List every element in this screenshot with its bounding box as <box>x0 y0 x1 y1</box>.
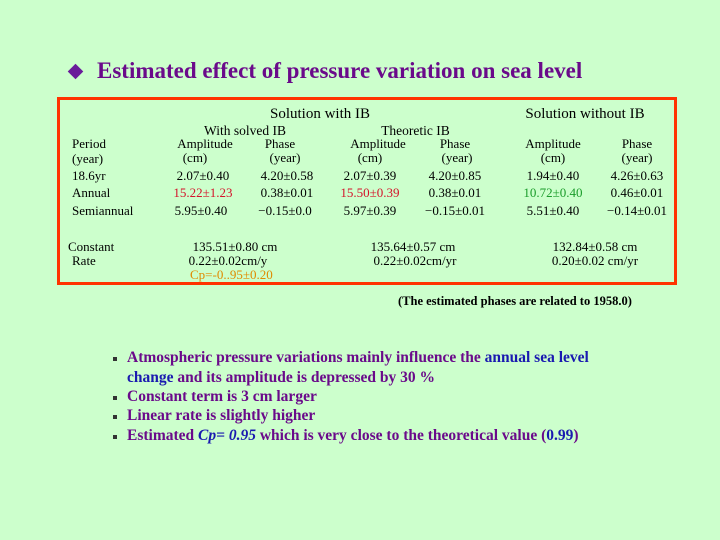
cell-solved-amp: 2.07±0.40 <box>176 168 230 183</box>
bullet-1-highlight-2: change <box>127 369 174 386</box>
cell-solved-phase: 0.38±0.01 <box>260 185 314 200</box>
row-period: 18.6yr <box>72 168 106 183</box>
bullet-1-line-1: Atmospheric pressure variations mainly i… <box>127 349 589 367</box>
bullet-4-value: 0.99 <box>546 427 574 444</box>
header-theo-amplitude-unit: (cm) <box>357 150 383 165</box>
cell-theo-amp: 2.07±0.39 <box>343 168 397 183</box>
theo-constant: 135.64±0.57 cm <box>370 239 456 254</box>
bullet-4-text: Estimated <box>127 427 199 444</box>
bullet-4-text-2: which is very close to the theoretical v… <box>255 427 547 444</box>
bullet-3: Linear rate is slightly higher <box>127 407 316 424</box>
cell-no-ib-phase: −0.14±0.01 <box>607 203 667 218</box>
cell-no-ib-amp: 5.51±0.40 <box>526 203 580 218</box>
header-no-ib-phase: Phase <box>621 136 653 151</box>
cell-solved-amp: 5.95±0.40 <box>174 203 228 218</box>
cell-theo-amp: 5.97±0.39 <box>343 203 397 218</box>
no-ib-constant: 132.84±0.58 cm <box>552 239 638 254</box>
cell-no-ib-phase: 0.46±0.01 <box>610 185 664 200</box>
bullet-4-text-3: ) <box>573 427 579 444</box>
cell-theo-phase: 0.38±0.01 <box>428 185 482 200</box>
cell-theo-amp: 15.50±0.39 <box>340 185 400 200</box>
bullet-dot-icon <box>113 396 117 400</box>
header-no-ib-phase-unit: (year) <box>621 150 653 165</box>
no-ib-rate: 0.20±0.02 cm/yr <box>551 253 639 268</box>
title-bullet-icon <box>67 63 84 80</box>
row-period: Annual <box>72 185 111 200</box>
slide-title: Estimated effect of pressure variation o… <box>97 58 583 83</box>
header-no-ib-amplitude: Amplitude <box>525 136 581 151</box>
solved-constant: 135.51±0.80 cm <box>192 239 278 254</box>
group-header-with-ib: Solution with IB <box>269 106 370 122</box>
bullet-1-text: Atmospheric pressure variations mainly i… <box>127 349 485 366</box>
bullet-dot-icon <box>113 415 117 419</box>
rate-label: Rate <box>72 253 96 268</box>
cell-no-ib-phase: 4.26±0.63 <box>610 168 664 183</box>
header-solved-phase: Phase <box>264 136 296 151</box>
bullet-1-line-2: change and its amplitude is depressed by… <box>127 369 435 387</box>
solved-cp: Cp=-0..95±0.20 <box>190 267 273 282</box>
header-solved-amplitude: Amplitude <box>177 136 233 151</box>
header-solved-amplitude-unit: (cm) <box>182 150 208 165</box>
cell-theo-phase: 4.20±0.85 <box>428 168 482 183</box>
cell-solved-phase: −0.15±0.0 <box>258 203 312 218</box>
cell-solved-amp: 15.22±1.23 <box>173 185 233 200</box>
header-solved-phase-unit: (year) <box>269 150 301 165</box>
bullet-1-text-2: and its amplitude is depressed by 30 % <box>173 369 436 386</box>
constant-label: Constant <box>68 239 115 254</box>
cell-no-ib-amp: 1.94±0.40 <box>526 168 580 183</box>
cell-no-ib-amp: 10.72±0.40 <box>523 185 583 200</box>
bullet-4-cp: Cp= 0.95 <box>198 427 256 444</box>
header-theo-phase-unit: (year) <box>441 150 473 165</box>
header-theo-amplitude: Amplitude <box>350 136 406 151</box>
solved-rate: 0.22±0.02cm/y <box>188 253 268 268</box>
header-period-unit: (year) <box>72 151 104 166</box>
cell-solved-phase: 4.20±0.58 <box>260 168 314 183</box>
group-header-without-ib: Solution without IB <box>525 106 645 122</box>
row-period: Semiannual <box>72 203 134 218</box>
bullet-4: Estimated Cp= 0.95 which is very close t… <box>127 427 579 445</box>
cell-theo-phase: −0.15±0.01 <box>425 203 485 218</box>
bullet-dot-icon <box>113 357 117 361</box>
header-no-ib-amplitude-unit: (cm) <box>540 150 566 165</box>
bullet-1-highlight: annual sea level <box>484 349 589 366</box>
header-theo-phase: Phase <box>439 136 471 151</box>
bullet-dot-icon <box>113 435 117 439</box>
phase-note: (The estimated phases are related to 195… <box>398 294 632 308</box>
subgroup-solved-ib: With solved IB <box>204 123 286 138</box>
header-period: Period <box>72 136 106 151</box>
theo-rate: 0.22±0.02cm/yr <box>373 253 457 268</box>
subgroup-theoretic-ib: Theoretic IB <box>381 123 450 138</box>
bullet-2: Constant term is 3 cm larger <box>127 388 317 405</box>
results-table-frame <box>57 97 677 285</box>
